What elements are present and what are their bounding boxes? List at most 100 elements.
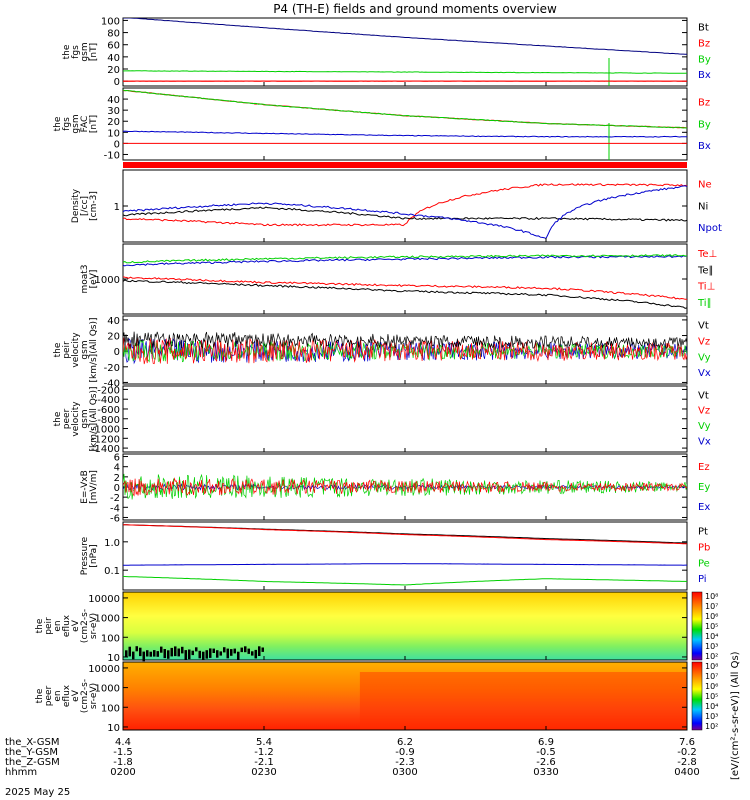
y-tick-label: 0: [114, 139, 120, 150]
x-tick-label: 0200: [110, 767, 135, 778]
y-tick-label: 10000: [88, 594, 120, 605]
y-axis-label-line: Pressure: [80, 536, 90, 575]
spectrogram-band: [359, 672, 687, 730]
y-axis-label-line: the: [35, 618, 45, 633]
traces: [123, 89, 687, 160]
series-line: [123, 185, 687, 240]
y-axis-label-line: [km/s](All Qs)]: [89, 317, 99, 382]
y-axis-label-line: en: [53, 690, 63, 701]
y-axis-label-line: eV: [71, 619, 81, 632]
legend-entry: Bz: [698, 97, 710, 108]
x-tick-label: -0.9: [395, 747, 415, 758]
series-line: [123, 255, 687, 267]
y-tick-label: 60: [107, 41, 120, 52]
y-tick-label: -1000: [91, 425, 120, 436]
y-tick-label: -20: [104, 363, 120, 374]
flag-bar: [123, 162, 687, 168]
spectrogram-pixel: [233, 648, 236, 654]
x-tick-label: 6.2: [397, 737, 413, 748]
y-axis-label-line: [cm-3]: [89, 191, 99, 221]
panel-frame: [122, 385, 688, 453]
colorbar-tick-label: 10⁷: [705, 672, 718, 681]
y-axis-label-line: [nT]: [89, 43, 99, 61]
colorbar-tick-label: 10⁶: [705, 682, 718, 691]
y-axis-label-line: moat3: [80, 264, 90, 293]
legend-entry: By: [698, 54, 711, 65]
y-tick-label: -200: [97, 385, 120, 396]
series-line: [123, 337, 687, 365]
spectrogram-pixel: [188, 649, 191, 660]
traces: [123, 254, 687, 309]
legend-entry: Ti⊥: [697, 282, 715, 293]
x-axis-row-label: the_Z-GSM: [5, 757, 60, 768]
spectrogram-pixel: [177, 648, 180, 657]
y-tick-label: 0: [114, 77, 120, 88]
series-line: [123, 331, 687, 349]
y-axis-label-line: [nPa]: [89, 544, 99, 567]
y-axis-label-line: [/cc]: [80, 196, 90, 216]
y-axis-label-line: the: [53, 116, 63, 131]
spectrogram-pixel: [163, 649, 166, 659]
legend-entry: Vz: [698, 406, 710, 417]
x-tick-label: -0.5: [536, 747, 556, 758]
date-label: 2025 May 25: [5, 787, 70, 798]
series-line: [123, 206, 687, 222]
y-tick-label: 30: [107, 106, 120, 117]
spectrogram-pixel: [254, 649, 257, 659]
y-tick-label: -4: [110, 503, 120, 514]
spectrogram-pixel: [216, 650, 219, 658]
legend-entry: Bz: [698, 38, 710, 49]
colorbar-tick-label: 10⁵: [705, 622, 718, 631]
spectrogram-pixel: [230, 649, 233, 656]
y-axis-label-line: eV: [71, 689, 81, 702]
y-axis-label-line: peer: [44, 685, 54, 706]
series-line: [123, 524, 687, 545]
y-axis-label-line: eflux: [62, 684, 72, 707]
spectrogram-pixel: [167, 650, 170, 659]
y-tick-label: 20: [107, 332, 120, 343]
colorbar-tick-label: 10³: [705, 712, 718, 721]
panel-frame: [122, 169, 688, 243]
spectrogram-pixel: [174, 646, 177, 657]
colorbar: [691, 591, 703, 661]
x-axis-row-label: the_X-GSM: [5, 737, 59, 748]
y-axis-label-line: gsm: [71, 114, 81, 133]
spectrogram-pixel: [237, 651, 240, 661]
series-line: [123, 183, 687, 227]
y-axis-label-line: [km/s](All Qs)]: [89, 386, 99, 451]
y-axis-label: the peer en eflux eV (cm2-s-sr-eV): [35, 679, 99, 713]
spectrogram-pixel: [146, 650, 149, 657]
y-tick-label: 100: [101, 633, 120, 644]
y-axis-label: moat3 [eV]: [80, 264, 99, 293]
x-tick-label: -1.5: [113, 747, 133, 758]
x-axis-row-label: hhmm: [5, 767, 37, 778]
colorbar-tick-label: 10⁷: [705, 602, 718, 611]
colorbar-tick-label: 10⁸: [705, 662, 718, 671]
legend-entry: Vy: [698, 421, 711, 432]
spectrogram-pixel: [132, 651, 135, 660]
y-axis-label-line: gsm: [80, 340, 90, 359]
traces: [123, 524, 687, 586]
y-axis-label-line: sr-eV): [89, 683, 99, 709]
y-axis-label-line: the: [35, 688, 45, 703]
y-axis-label: the peer velocity gsm [km/s](All Qs)]: [53, 386, 99, 451]
y-tick-label: 40: [107, 316, 120, 327]
colorbar-tick-label: 10²: [705, 722, 718, 731]
y-axis-label-line: eflux: [62, 614, 72, 637]
spectrogram-pixel: [160, 646, 163, 653]
panel-frame: [122, 243, 688, 315]
colorbar-tick-label: 10⁵: [705, 692, 718, 701]
y-axis-label: the fgs gsm FAC [nT]: [53, 114, 99, 133]
y-tick-label: 40: [107, 95, 120, 106]
colorbar-tick-label: 10⁶: [705, 612, 718, 621]
y-tick-label: -1200: [91, 434, 120, 445]
spectrogram-pixel: [251, 651, 254, 656]
y-tick-label: 6: [114, 453, 120, 464]
x-tick-label: 6.9: [538, 737, 554, 748]
y-axis-label-line: peir: [44, 617, 54, 635]
spectrogram-pixel: [198, 650, 201, 659]
colorbar-tick-label: 10⁴: [705, 702, 718, 711]
x-tick-label: 4.4: [115, 737, 131, 748]
y-axis-label-line: the: [62, 44, 72, 59]
spectrogram-fill: [123, 662, 687, 730]
